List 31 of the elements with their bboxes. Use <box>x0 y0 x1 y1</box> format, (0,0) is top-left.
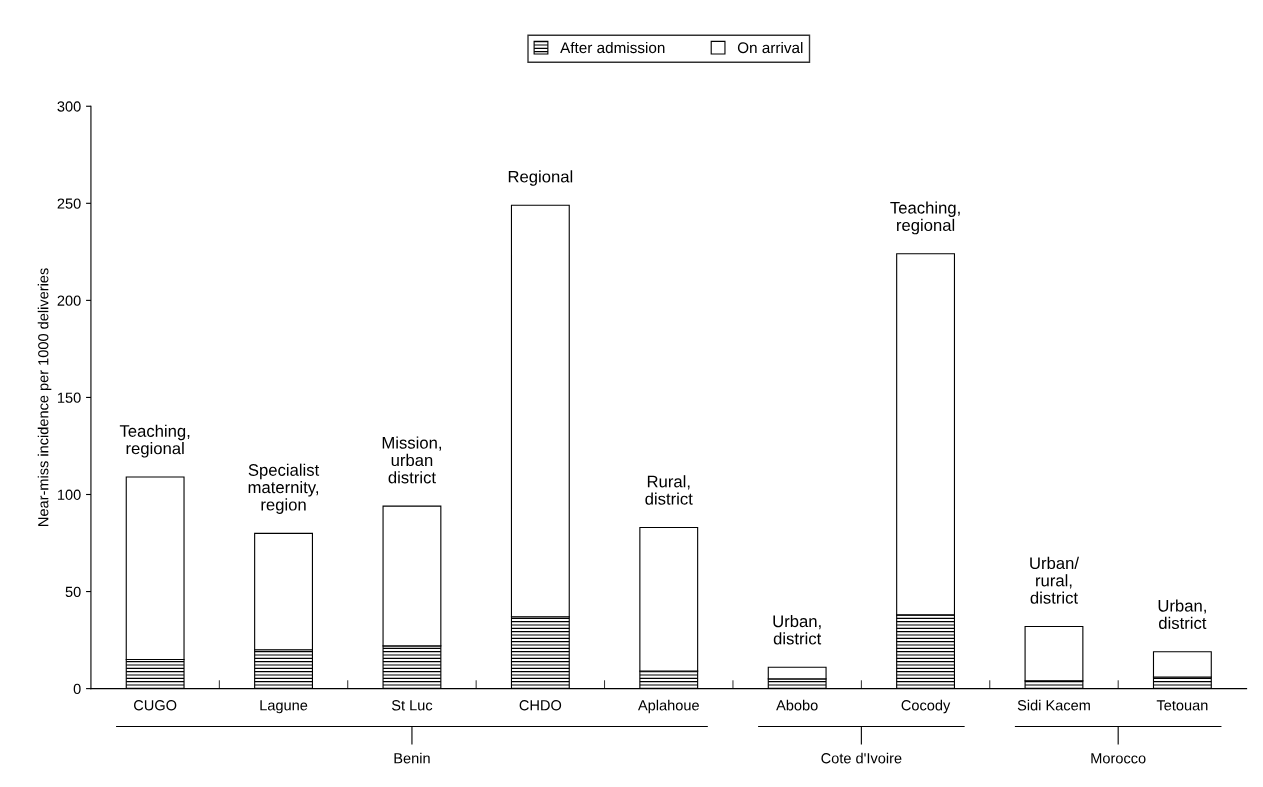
text: Cote d'Ivoire <box>821 752 902 764</box>
x-tick-label: Abobo <box>776 699 818 711</box>
text: Morocco <box>1091 753 1146 764</box>
annotation: Specialist maternity, region <box>248 463 320 514</box>
annotation: Teaching, regional <box>119 424 190 458</box>
x-tick-label: Aplahoue <box>637 699 699 714</box>
y-tick-label: 300 <box>57 101 81 112</box>
text: Benin <box>394 752 430 764</box>
annotation: Urban, district <box>773 614 822 645</box>
x-tick-label: Lagune <box>260 700 308 714</box>
x-tick-label: Sidi Kacem <box>1017 699 1090 711</box>
annotation: Urban, district <box>1158 599 1207 629</box>
y-tick-label: 50 <box>65 586 81 597</box>
y-tick-label: 250 <box>57 198 81 209</box>
annotation: Teaching, regional <box>890 201 960 235</box>
x-tick-label: Tetouan <box>1156 700 1208 711</box>
annotation: Mission, urban district <box>382 436 442 484</box>
x-tick-label: Cocody <box>901 699 951 714</box>
y-tick-label: 200 <box>57 295 81 306</box>
legend-label: After admission <box>560 41 665 54</box>
y-axis-title: Near-miss incidence per 1000 deliveries <box>37 268 52 526</box>
y-tick-label: 100 <box>58 489 81 500</box>
annotation: Rural, district <box>645 475 693 505</box>
y-tick-label: 0 <box>73 683 81 695</box>
annotation: Urban/ rural, district <box>1030 556 1079 604</box>
x-tick-label: CHDO <box>519 700 562 711</box>
y-tick-label: 150 <box>58 392 81 403</box>
legend-label: On arrival <box>737 41 803 54</box>
x-tick-label: St Luc <box>391 700 433 711</box>
x-tick-label: CUGO <box>134 700 177 711</box>
annotation: Regional <box>508 170 573 186</box>
